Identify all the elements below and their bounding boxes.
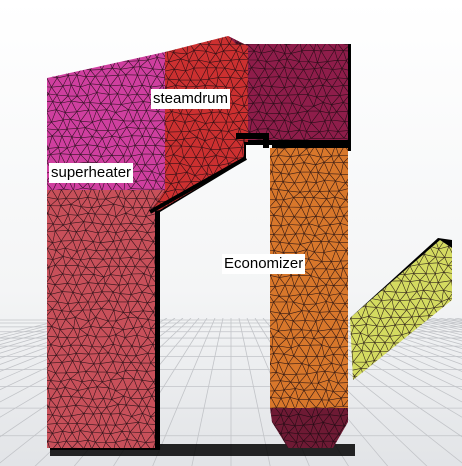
baffle-edge xyxy=(236,133,269,148)
steamdrum-region[interactable] xyxy=(150,36,248,212)
superheater-label: superheater xyxy=(49,163,134,183)
economizer-region[interactable] xyxy=(270,148,348,408)
economizer-label: Economizer xyxy=(222,254,306,274)
steamdrum-label: steamdrum xyxy=(151,89,231,109)
triangle-mesh-overlay xyxy=(47,36,452,448)
nose-edge xyxy=(149,156,247,214)
